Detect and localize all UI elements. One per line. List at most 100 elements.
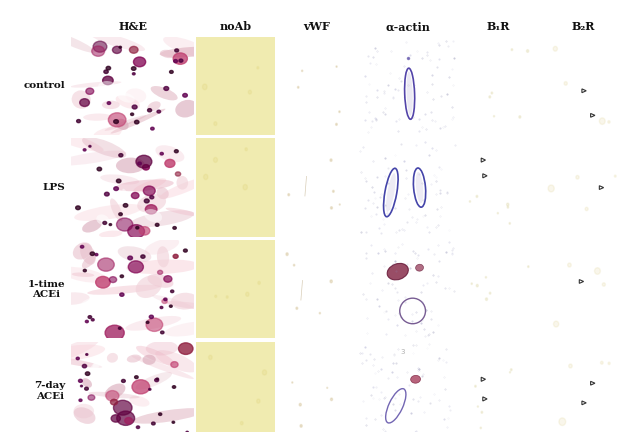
Circle shape [151,127,154,130]
Circle shape [173,53,188,64]
Circle shape [171,362,178,368]
Circle shape [170,305,172,307]
Ellipse shape [74,204,143,221]
Circle shape [120,275,124,278]
Circle shape [144,199,149,203]
Circle shape [135,376,138,378]
Circle shape [157,110,161,113]
Circle shape [330,398,332,400]
Circle shape [160,152,163,155]
Ellipse shape [82,220,102,232]
Circle shape [86,354,88,356]
Circle shape [128,256,132,260]
Circle shape [174,60,178,63]
Ellipse shape [156,187,169,199]
Ellipse shape [147,274,173,288]
Ellipse shape [118,92,135,103]
Circle shape [135,121,139,124]
Circle shape [79,98,89,106]
Circle shape [296,307,297,309]
Ellipse shape [147,102,161,111]
Ellipse shape [133,178,166,193]
Circle shape [293,264,295,266]
Circle shape [83,365,86,368]
Circle shape [256,399,260,403]
Text: H&E: H&E [118,22,147,32]
Circle shape [79,399,82,401]
Circle shape [569,364,572,368]
Circle shape [104,192,109,196]
Ellipse shape [387,264,409,280]
Text: 1-time
ACEi: 1-time ACEi [27,280,65,299]
Circle shape [150,196,154,199]
Ellipse shape [171,293,199,310]
Ellipse shape [410,375,420,383]
Ellipse shape [73,242,92,260]
Circle shape [152,422,155,425]
Ellipse shape [90,32,145,51]
Circle shape [330,280,332,283]
Circle shape [527,50,528,52]
Ellipse shape [144,209,162,222]
Circle shape [85,372,90,375]
Circle shape [300,425,302,427]
Circle shape [97,258,114,271]
Ellipse shape [415,264,424,271]
Ellipse shape [80,243,96,265]
Circle shape [164,276,172,282]
Ellipse shape [60,267,107,283]
Ellipse shape [146,341,178,356]
Circle shape [511,49,513,51]
Ellipse shape [151,86,178,100]
Ellipse shape [55,292,89,305]
Circle shape [165,159,175,167]
Ellipse shape [104,115,147,131]
Circle shape [89,146,91,147]
Ellipse shape [155,350,197,372]
Ellipse shape [116,158,145,173]
Circle shape [85,320,88,323]
Circle shape [469,201,471,202]
Ellipse shape [71,273,94,277]
Ellipse shape [386,173,396,212]
Ellipse shape [136,276,162,298]
Circle shape [568,263,571,267]
Circle shape [143,186,155,196]
Circle shape [336,66,337,67]
Circle shape [519,116,521,118]
Circle shape [139,227,150,235]
Circle shape [175,49,179,52]
Circle shape [214,157,217,162]
Circle shape [286,253,288,256]
Ellipse shape [47,356,102,368]
Ellipse shape [132,408,204,424]
Circle shape [76,357,79,360]
Circle shape [474,385,476,387]
Circle shape [148,388,151,390]
Circle shape [132,380,150,394]
Circle shape [92,46,104,56]
Ellipse shape [160,47,219,57]
Ellipse shape [152,295,194,309]
Circle shape [486,276,487,278]
Ellipse shape [71,90,91,109]
Ellipse shape [98,81,115,91]
Circle shape [299,403,301,406]
Ellipse shape [111,297,120,304]
Circle shape [109,276,117,283]
Circle shape [162,299,167,303]
Circle shape [214,122,217,126]
Ellipse shape [83,114,112,121]
Circle shape [105,325,124,340]
Circle shape [608,121,610,123]
Circle shape [576,175,579,179]
Circle shape [528,266,529,267]
Circle shape [122,379,125,382]
Ellipse shape [105,384,125,399]
Circle shape [171,290,174,292]
Ellipse shape [87,285,160,295]
Circle shape [601,361,603,364]
Ellipse shape [127,260,199,274]
Circle shape [240,422,243,425]
Ellipse shape [88,392,140,398]
